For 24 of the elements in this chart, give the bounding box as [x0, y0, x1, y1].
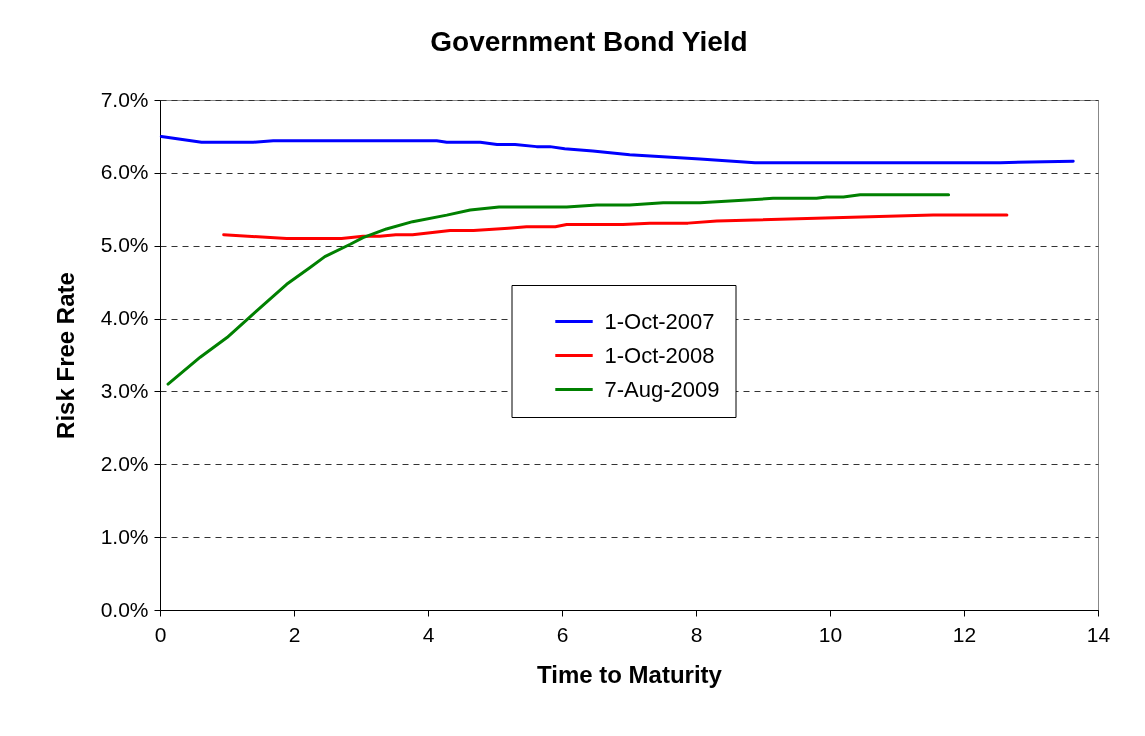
legend-label: 1-Oct-2008: [604, 342, 715, 368]
legend-label: 1-Oct-2007: [604, 308, 715, 334]
x-tick-label: 14: [1086, 622, 1111, 646]
chart-title: Government Bond Yield: [430, 26, 748, 57]
x-tick-label: 4: [422, 622, 435, 646]
y-tick-label: 3.0%: [100, 378, 149, 402]
y-tick-label: 6.0%: [100, 160, 149, 184]
y-tick-label: 1.0%: [100, 524, 149, 548]
x-tick-label: 6: [556, 622, 569, 646]
x-tick-label: 12: [952, 622, 977, 646]
y-tick-label: 4.0%: [100, 306, 149, 330]
legend-label: 7-Aug-2009: [604, 376, 720, 402]
y-tick-label: 0.0%: [100, 597, 149, 621]
x-tick-label: 8: [690, 622, 703, 646]
y-tick-label: 2.0%: [100, 451, 149, 475]
x-tick-label: 0: [154, 622, 167, 646]
line-series: [159, 134, 1075, 165]
y-tick-label: 5.0%: [100, 233, 149, 257]
x-tick-label: 10: [818, 622, 843, 646]
y-axis-title: Risk Free Rate: [51, 272, 79, 439]
y-tick-label: 7.0%: [100, 87, 149, 111]
line-series: [222, 213, 1009, 240]
x-axis-title: Time to Maturity: [537, 660, 723, 688]
x-tick-label: 2: [288, 622, 301, 646]
